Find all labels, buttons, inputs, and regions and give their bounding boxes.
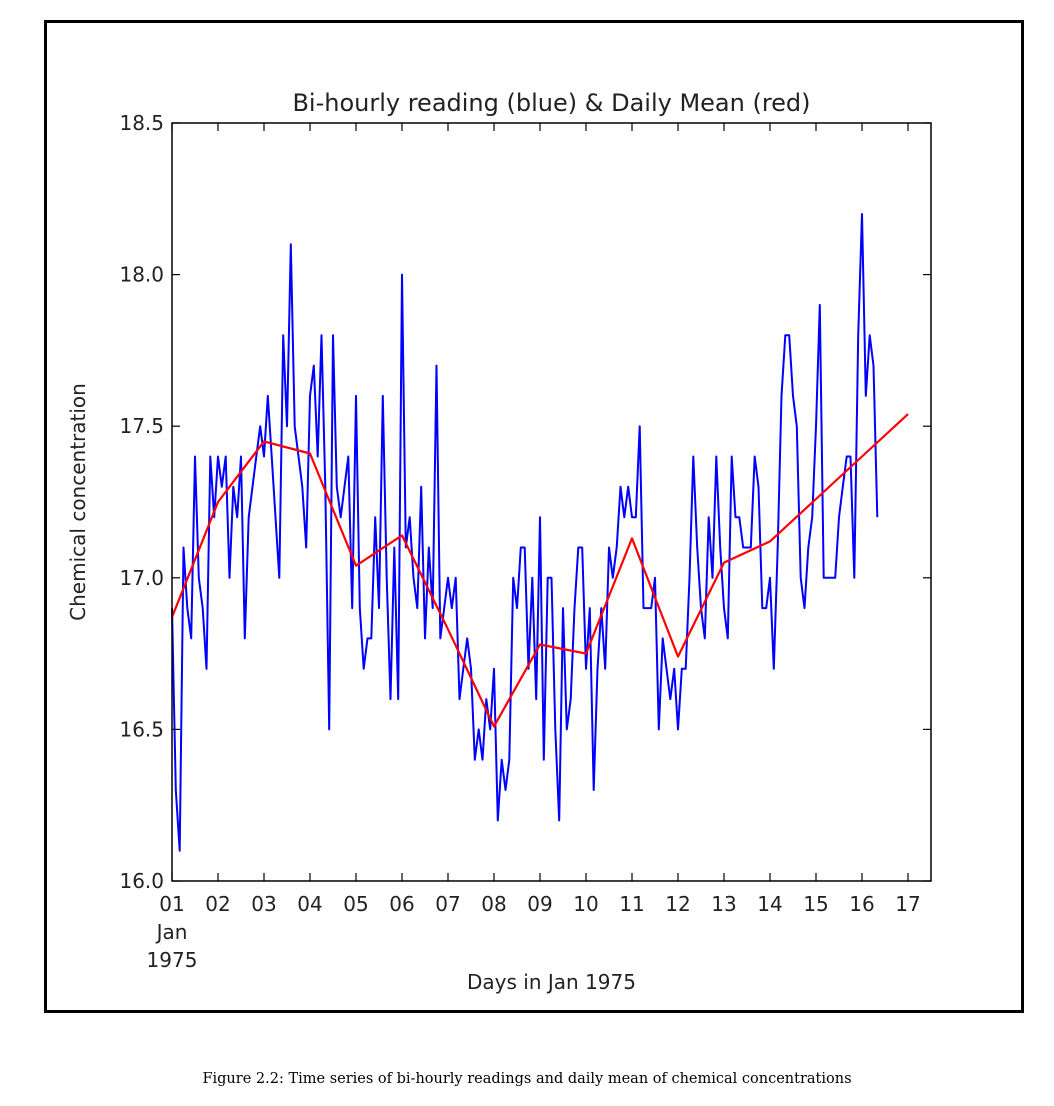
y-tick-label: 17.0	[119, 566, 164, 590]
y-tick-label: 16.5	[119, 717, 164, 741]
daily-mean-series-line	[170, 413, 909, 728]
x-tick-label: 08	[481, 892, 506, 916]
x-tick-label: 04	[297, 892, 322, 916]
x-tick-label: 10	[573, 892, 598, 916]
x-tick-label: 07	[435, 892, 460, 916]
plot-area-border	[171, 122, 932, 882]
chart: 16.0 16.5 17.0 17.5 18.0 18.5 01 02 03 04 05 06 07 08…	[66, 89, 932, 994]
x-axis-label: Days in Jan 1975	[467, 970, 636, 994]
x-tick-label: 02	[205, 892, 230, 916]
chart-title: Bi-hourly reading (blue) & Daily Mean (r…	[292, 89, 810, 117]
x-tick-label: 01	[159, 892, 184, 916]
figure-frame: 16.0 16.5 17.0 17.5 18.0 18.5 01 02 03 04 05 06 07 08…	[44, 20, 1024, 1013]
x-tick-label: 11	[619, 892, 644, 916]
x-tick-label: 15	[803, 892, 828, 916]
x-tick-label: 09	[527, 892, 552, 916]
x-tick-label: 14	[757, 892, 782, 916]
x-tick-label: 05	[343, 892, 368, 916]
x-tick-label: 16	[849, 892, 874, 916]
x-tick-label: 17	[895, 892, 920, 916]
x-tick-label: 13	[711, 892, 736, 916]
y-axis-label: Chemical concentration	[66, 383, 90, 621]
x-tick-label: 06	[389, 892, 414, 916]
x-tick-label: 03	[251, 892, 276, 916]
figure-caption: Figure 2.2: Time series of bi-hourly rea…	[202, 1071, 852, 1087]
x-tick-sublabel: 1975	[147, 948, 198, 972]
y-tick-label: 16.0	[119, 869, 164, 893]
y-tick-label: 18.5	[119, 111, 164, 135]
bi-hourly-series-line	[171, 213, 879, 852]
x-tick-label: 12	[665, 892, 690, 916]
y-tick-label: 18.0	[119, 263, 164, 287]
x-tick-sublabel: Jan	[155, 920, 188, 944]
y-tick-label: 17.5	[119, 414, 164, 438]
